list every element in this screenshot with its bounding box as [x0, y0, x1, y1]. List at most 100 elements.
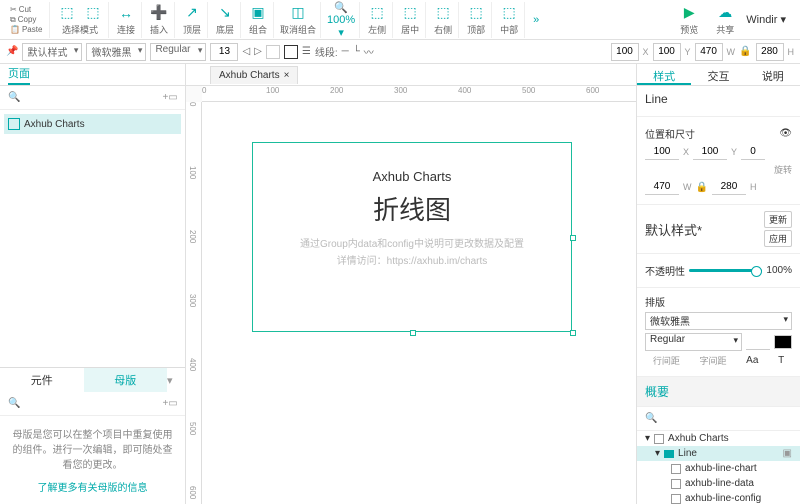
opacity-label: 不透明性 — [645, 263, 685, 278]
outline-root[interactable]: ▾ Axhub Charts — [637, 431, 800, 446]
opacity-slider[interactable] — [689, 269, 762, 272]
collapse-icon[interactable]: ▾ — [167, 374, 185, 387]
preview-button[interactable]: ▶预览 — [674, 2, 704, 38]
pos-y-input[interactable] — [653, 43, 681, 61]
align-top-group[interactable]: ⬚顶部 — [461, 2, 492, 38]
group-group[interactable]: ▣ 组合 — [243, 2, 274, 38]
tab-interact[interactable]: 交互 — [691, 64, 745, 85]
master-learn-link[interactable]: 了解更多有关母版的信息 — [10, 479, 175, 494]
connect-group[interactable]: ↔ 连接 — [111, 2, 142, 38]
more-icon[interactable]: » — [527, 14, 545, 26]
char-spacing-label: 字间距 — [700, 354, 727, 367]
user-menu[interactable]: Windir ▾ — [746, 13, 786, 26]
pages-tab[interactable]: 页面 — [8, 65, 30, 85]
line-curve-icon[interactable]: 〰 — [364, 44, 374, 59]
paste-button[interactable]: 📋 Paste — [10, 25, 42, 35]
ruler-vertical: 0100200300400500600 — [186, 102, 202, 504]
main-area: 页面 🔍 + ▭ Axhub Charts 元件 母版 ▾ 🔍 + — [0, 64, 800, 504]
weight-select[interactable]: Regular — [150, 43, 206, 61]
align-right-group[interactable]: ⬚右侧 — [428, 2, 459, 38]
canvas[interactable]: Axhub Charts 折线图 通过Group内data和config中说明可… — [202, 102, 636, 504]
zoom-group[interactable]: 🔍 100% ▾ — [323, 2, 360, 38]
arrow-start-icon[interactable]: ◁ — [242, 46, 250, 57]
outline-child[interactable]: axhub-line-chart — [637, 461, 800, 476]
arrow-end-icon[interactable]: ▷ — [254, 46, 262, 57]
align-middle-group[interactable]: ⬚中部 — [494, 2, 525, 38]
insert-group[interactable]: ➕ 插入 — [144, 2, 175, 38]
right-panel: 样式 交互 说明 Line 位置和尺寸 👁 X Y 旋转 W 🔒 H — [636, 64, 800, 504]
update-style-button[interactable]: 更新 — [764, 211, 792, 228]
text-color-swatch[interactable] — [774, 335, 792, 349]
components-tab[interactable]: 元件 — [0, 368, 84, 392]
page-icon — [654, 434, 664, 444]
apply-style-button[interactable]: 应用 — [764, 230, 792, 247]
pos-x-input[interactable] — [611, 43, 639, 61]
insp-fontsize-input[interactable] — [746, 334, 770, 350]
layer-top-group[interactable]: ↗ 顶层 — [177, 2, 208, 38]
pos-h-input[interactable] — [756, 43, 784, 61]
lock-icon[interactable]: 🔒 — [696, 182, 708, 193]
copy-button[interactable]: ⧉ Copy — [10, 15, 36, 25]
pages-tab-bar: 页面 — [0, 64, 185, 86]
insp-w-input[interactable] — [645, 179, 679, 195]
lock-aspect-icon[interactable]: 🔒 — [739, 46, 751, 57]
page-item[interactable]: Axhub Charts — [4, 114, 181, 134]
text-format-icon[interactable]: Aa — [746, 355, 758, 366]
opacity-value: 100% — [766, 265, 792, 276]
font-select[interactable]: 微软雅黑 — [86, 43, 146, 61]
close-tab-icon[interactable]: × — [284, 70, 290, 81]
file-tab[interactable]: Axhub Charts × — [210, 66, 298, 84]
style-select[interactable]: 默认样式 — [22, 43, 82, 61]
outline-child[interactable]: axhub-line-config — [637, 491, 800, 504]
line-corner-icon[interactable]: └ — [353, 46, 360, 57]
align-center-group[interactable]: ⬚居中 — [395, 2, 426, 38]
pin-icon[interactable]: 📌 — [6, 46, 18, 57]
component-badge-icon: ▣ — [783, 448, 792, 459]
align-left-group[interactable]: ⬚左侧 — [362, 2, 393, 38]
default-style-label: 默认样式* — [645, 220, 702, 239]
outline-line[interactable]: ▾ Line ▣ — [637, 446, 800, 461]
cut-button[interactable]: ✂ Cut — [10, 5, 31, 15]
insp-font-select[interactable]: 微软雅黑 — [645, 312, 792, 330]
masters-search-input[interactable] — [20, 398, 162, 410]
search-icon: 🔍 — [8, 92, 20, 103]
search-icon: 🔍 — [645, 413, 657, 424]
outline-search-input[interactable] — [657, 413, 799, 425]
fill-icon[interactable] — [266, 45, 280, 59]
add-master-folder-icon[interactable]: ▭ — [168, 398, 177, 409]
inspector-tabs: 样式 交互 说明 — [637, 64, 800, 86]
line-width-icon[interactable]: ☰ — [302, 46, 311, 57]
zoom-value: 100% — [327, 14, 355, 26]
line-solid-icon[interactable]: ─ — [342, 46, 349, 57]
ungroup-group[interactable]: ◫ 取消组合 — [276, 2, 321, 38]
tab-notes[interactable]: 说明 — [746, 64, 800, 85]
masters-tab[interactable]: 母版 — [84, 368, 168, 392]
pages-tree: Axhub Charts — [0, 110, 185, 138]
selection-box[interactable]: Axhub Charts 折线图 通过Group内data和config中说明可… — [252, 142, 572, 332]
text-align-icon[interactable]: T — [778, 355, 784, 366]
insp-weight-select[interactable]: Regular — [645, 333, 742, 351]
visibility-icon[interactable]: 👁 — [779, 128, 792, 139]
insp-h-input[interactable] — [712, 179, 746, 195]
tab-style[interactable]: 样式 — [637, 64, 691, 85]
add-folder-icon[interactable]: ▭ — [168, 92, 177, 103]
outline-tab[interactable]: 概要 — [645, 383, 669, 400]
left-panel: 页面 🔍 + ▭ Axhub Charts 元件 母版 ▾ 🔍 + — [0, 64, 186, 504]
layer-bottom-group[interactable]: ↘ 底层 — [210, 2, 241, 38]
pages-search-input[interactable] — [20, 92, 162, 104]
typography-label: 排版 — [645, 294, 792, 309]
border-icon[interactable] — [284, 45, 298, 59]
insp-x-input[interactable] — [645, 144, 679, 160]
align-middle-icon: ⬚ — [498, 4, 520, 22]
insp-r-input[interactable] — [741, 144, 765, 160]
select-mode-group[interactable]: ⬚⬚ 选择模式 — [52, 2, 109, 38]
share-button[interactable]: ☁共享 — [710, 2, 740, 38]
pos-w-input[interactable] — [695, 43, 723, 61]
outline-child[interactable]: axhub-line-data — [637, 476, 800, 491]
insert-icon: ➕ — [148, 4, 170, 22]
font-size-input[interactable] — [210, 43, 238, 61]
insp-y-input[interactable] — [693, 144, 727, 160]
outline-tree: ▾ Axhub Charts ▾ Line ▣ axhub-line-chart… — [637, 431, 800, 504]
select-alt-icon: ⬚ — [82, 4, 104, 22]
search-icon: 🔍 — [8, 398, 20, 409]
